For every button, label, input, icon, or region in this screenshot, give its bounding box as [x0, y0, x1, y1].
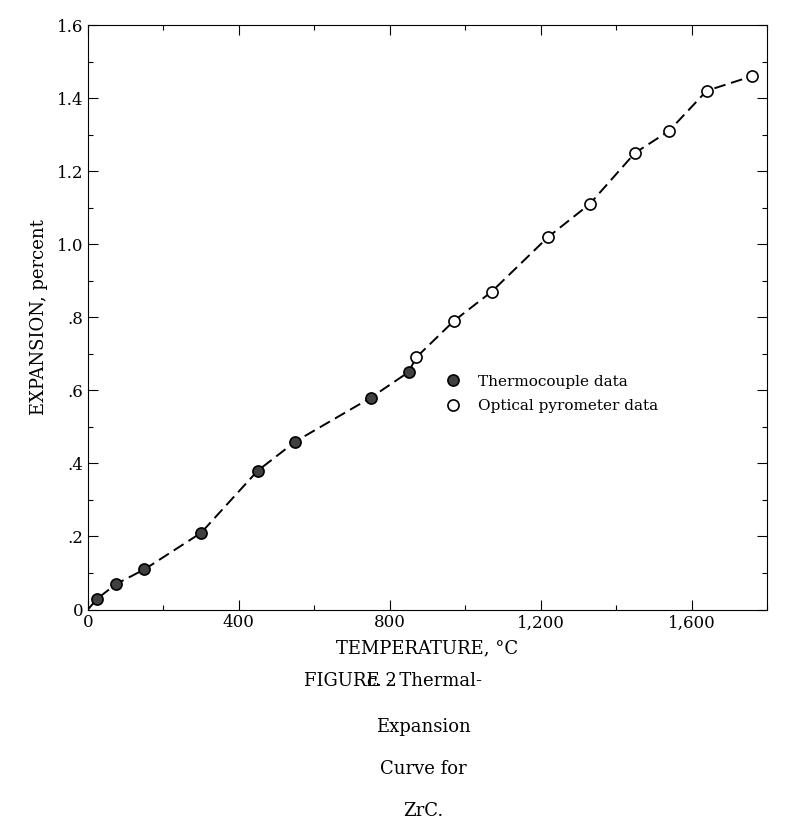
Point — [251, 464, 264, 478]
Legend: Thermocouple data, Optical pyrometer data: Thermocouple data, Optical pyrometer dat… — [435, 372, 661, 417]
Point — [195, 526, 208, 539]
Text: Curve for: Curve for — [380, 760, 467, 778]
Point — [700, 84, 713, 98]
Point — [485, 285, 498, 298]
Point — [745, 69, 758, 83]
Text: . - Thermal-: . - Thermal- — [376, 672, 482, 691]
Point — [410, 351, 423, 364]
Point — [109, 577, 122, 590]
Point — [289, 435, 302, 448]
Point — [447, 314, 460, 327]
Point — [91, 592, 104, 605]
Point — [138, 563, 151, 576]
Point — [662, 124, 675, 138]
Point — [364, 391, 377, 404]
Point — [583, 197, 596, 210]
Text: c: c — [366, 672, 376, 691]
Y-axis label: EXPANSION, percent: EXPANSION, percent — [30, 220, 48, 415]
X-axis label: TEMPERATURE, °C: TEMPERATURE, °C — [336, 640, 519, 658]
Point — [629, 146, 642, 159]
Point — [542, 230, 555, 244]
Text: Expansion: Expansion — [376, 718, 471, 736]
Text: ZrC.: ZrC. — [403, 802, 443, 820]
Point — [402, 366, 415, 379]
Text: FIGURE 2: FIGURE 2 — [304, 672, 396, 691]
